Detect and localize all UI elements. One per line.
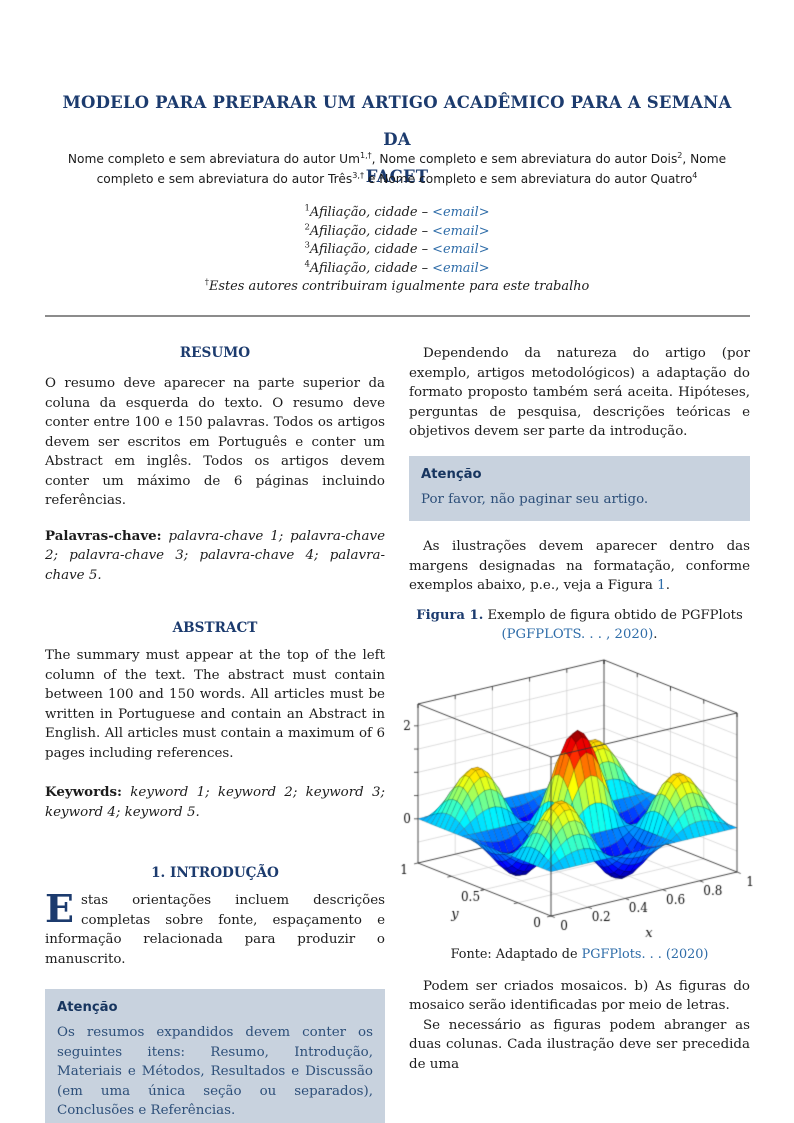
paragraph-ilustracoes: As ilustrações devem aparecer dentro das… — [409, 537, 750, 596]
text-segment-bold: Keywords: — [45, 784, 123, 800]
introducao-heading: 1. INTRODUÇÃO — [151, 865, 279, 881]
abstract-body: The summary must appear at the top of th… — [45, 648, 385, 761]
text-segment-bold: Palavras-chave: — [45, 527, 162, 544]
text-segment-plain: . — [665, 578, 670, 593]
text-segment-sup: 1 — [304, 203, 310, 214]
page-title: MODELO PARA PREPARAR UM ARTIGO ACADÊMICO… — [47, 84, 747, 195]
text-segment-sup: 3,† — [352, 170, 364, 180]
text-segment-plain: As ilustrações devem aparecer dentro das… — [409, 539, 750, 593]
pgfplots-fonte-link[interactable]: PGFPlots. . . (2020) — [581, 946, 709, 962]
text-segment-italic: keyword 1; keyword 2; keyword 3; keyword… — [45, 785, 385, 820]
resumo-body: O resumo deve aparecer na parte superior… — [45, 376, 385, 508]
email-link-4[interactable]: <email> — [432, 260, 490, 276]
page-title-line-1: MODELO PARA PREPARAR UM ARTIGO ACADÊMICO… — [62, 93, 732, 149]
text-segment-italic: palavra-chave 1; palavra-chave 2; palavr… — [45, 528, 385, 583]
email-link-2[interactable]: <email> — [432, 223, 490, 239]
abstract-heading: ABSTRACT — [172, 620, 258, 636]
affiliations: 1Afiliação, cidade – <email> 2Afiliação,… — [45, 204, 749, 297]
text-segment-sup: † — [204, 277, 209, 288]
text-segment-plain: Fonte: Adaptado de — [450, 946, 582, 962]
attention-box-right-body: Por favor, não paginar seu artigo. — [421, 491, 649, 507]
attention-box-left: Atenção Os resumos expandidos devem cont… — [45, 989, 385, 1123]
paragraph-duas-colunas: Se necessário as figuras podem abranger … — [409, 1017, 750, 1072]
attention-box-right: Atenção Por favor, não paginar seu artig… — [409, 455, 750, 521]
attention-box-right-title: Atenção — [421, 466, 482, 482]
authors-line: Nome completo e sem abreviatura do autor… — [42, 149, 752, 189]
text-segment-plain: Nome completo e sem abreviatura do autor… — [67, 152, 360, 166]
text-segment-italic: Afiliação, cidade – — [309, 260, 433, 276]
figure-caption: Figura 1. Exemplo de figura obtido de PG… — [409, 606, 750, 645]
text-segment-plain: , Nome completo e sem abreviatura do aut… — [96, 152, 727, 186]
text-segment-italic: Estes autores contribuiram igualmente pa… — [208, 279, 590, 294]
right-column: Dependendo da natureza do artigo (por ex… — [399, 342, 753, 1074]
drop-cap: E — [45, 886, 74, 931]
palavras-chave: Palavras-chave: palavra-chave 1; palavra… — [45, 527, 385, 586]
text-segment-plain: , Nome completo e sem abreviatura do aut… — [371, 152, 678, 166]
figure-source-line: Fonte: Adaptado de PGFPlots. . . (2020) — [409, 947, 750, 963]
left-column: RESUMO O resumo deve aparecer na parte s… — [45, 342, 385, 1123]
email-link-3[interactable]: <email> — [432, 242, 490, 257]
text-segment-sup: 1,† — [359, 150, 372, 160]
text-segment-italic: Afiliação, cidade – — [309, 205, 433, 220]
text-segment-sup: 2 — [304, 222, 310, 233]
text-segment-plain: . — [653, 627, 658, 642]
affiliation-3: 3Afiliação, cidade – <email> — [45, 241, 749, 260]
text-segment-plain: e Nome completo e sem abreviatura do aut… — [363, 172, 693, 186]
figura-1-link[interactable]: 1 — [657, 578, 666, 593]
text-segment-sup: 3 — [304, 240, 310, 251]
pgfplots-citation-link[interactable]: (PGFPLOTS. . . , 2020) — [501, 627, 654, 642]
page-title-line-2: FACET — [365, 167, 429, 186]
affiliation-2: 2Afiliação, cidade – <email> — [45, 223, 749, 242]
paragraph-dependendo: Dependendo da natureza do artigo (por ex… — [409, 346, 750, 439]
affiliation-1: 1Afiliação, cidade – <email> — [45, 204, 749, 223]
text-segment-sup: 4 — [304, 259, 310, 270]
header-rule — [45, 315, 750, 317]
paragraph-mosaicos: Podem ser criados mosaicos. b) As figura… — [409, 978, 750, 1014]
affiliation-4: 4Afiliação, cidade – <email> — [45, 260, 749, 279]
introducao-text: stas orientações incluem descrições comp… — [45, 893, 385, 967]
text-segment-italic: Afiliação, cidade – — [309, 223, 433, 239]
text-segment-sup: 4 — [692, 170, 698, 180]
email-link-1[interactable]: <email> — [432, 205, 490, 220]
text-segment-plain: Exemplo de figura obtido de PGFPlots — [483, 607, 743, 623]
attention-box-left-body: Os resumos expandidos devem conter os se… — [57, 1025, 373, 1118]
text-segment-sup: 2 — [677, 150, 683, 160]
author-footnote: †Estes autores contribuiram igualmente p… — [45, 278, 749, 297]
attention-box-left-title: Atenção — [57, 1000, 118, 1015]
keywords: Keywords: keyword 1; keyword 2; keyword … — [45, 783, 385, 822]
text-segment-boldnavy: Figura 1. — [416, 607, 484, 623]
resumo-heading: RESUMO — [179, 345, 251, 361]
figure-3d-surface-canvas — [399, 652, 753, 947]
text-segment-italic: Afiliação, cidade – — [309, 242, 433, 257]
